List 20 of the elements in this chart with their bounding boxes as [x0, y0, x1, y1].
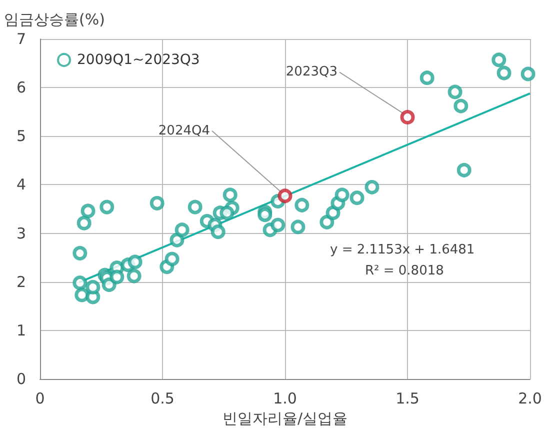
x-tick-label: 1.5	[396, 390, 420, 408]
y-tick-label: 2	[16, 272, 26, 291]
y-tick-label: 7	[16, 30, 26, 48]
y-tick-label: 6	[16, 78, 26, 97]
y-axis-title: 임금상승률(%)	[4, 10, 105, 28]
y-tick-label: 3	[16, 224, 26, 242]
x-tick-label: 0	[35, 390, 45, 408]
legend-label: 2009Q1~2023Q3	[77, 52, 200, 68]
annotation: 2023Q3	[286, 64, 338, 80]
x-tick-label: 2.0	[518, 390, 542, 408]
y-tick-label: 4	[16, 176, 26, 194]
x-tick-label: 1.0	[273, 390, 297, 408]
x-axis-title: 빈일자리율/실업율	[222, 409, 348, 428]
y-tick-label: 0	[16, 370, 26, 388]
annotation: y = 2.1153x + 1.6481	[330, 242, 475, 258]
annotation: R² = 0.8018	[365, 264, 444, 278]
y-tick-label: 5	[16, 127, 26, 146]
x-tick-label: 0.5	[150, 390, 174, 408]
annotation: 2024Q4	[158, 123, 210, 138]
y-tick-label: 1	[16, 321, 26, 340]
